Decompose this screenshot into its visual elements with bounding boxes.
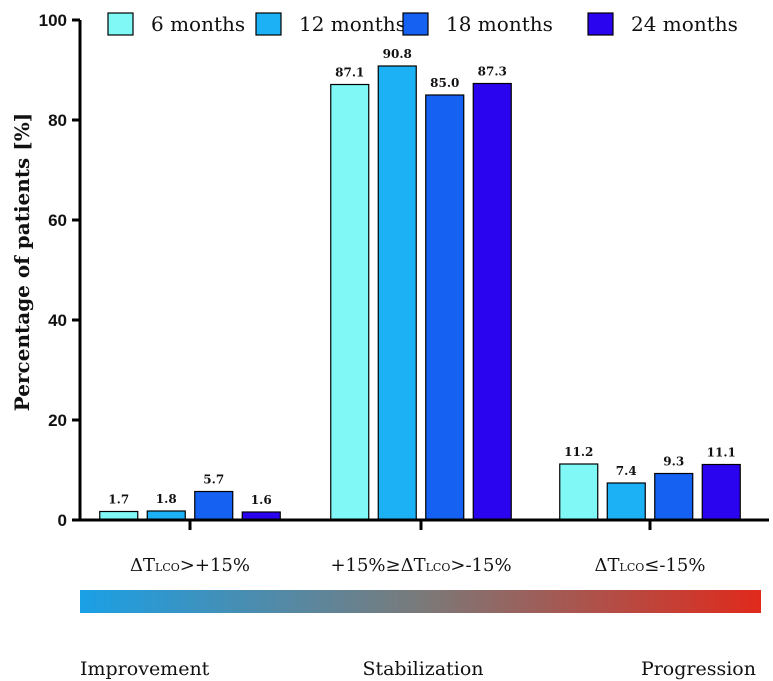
data-label: 11.2	[564, 445, 593, 459]
legend-swatch	[402, 12, 429, 36]
category-labels: ΔTLCO>+15% +15%≥ΔTLCO>-15% ΔTLCO≤-15%	[130, 555, 705, 576]
legend-swatch	[587, 12, 614, 36]
legend-swatch	[107, 12, 134, 36]
category-label-pre: ΔT	[130, 555, 155, 576]
data-label: 85.0	[430, 76, 459, 90]
bar	[472, 82, 512, 521]
data-label: 90.8	[383, 47, 412, 61]
stabilization-label: Stabilization	[362, 658, 483, 680]
y-tick-label: 80	[48, 111, 67, 130]
bar	[377, 65, 417, 521]
bar	[330, 83, 370, 521]
y-tick-label: 40	[48, 311, 67, 330]
bar	[701, 463, 741, 521]
x-axis-ticks	[188, 520, 652, 530]
bars	[99, 65, 741, 521]
bar	[194, 490, 234, 521]
data-label: 87.3	[478, 65, 507, 79]
category-label-pre: +15%≥ΔT	[330, 555, 425, 576]
bar	[606, 482, 646, 521]
category-label-post: >-15%	[450, 555, 511, 576]
data-label: 5.7	[203, 473, 224, 487]
category-label: ΔTLCO>+15%	[130, 555, 250, 576]
legend-swatch	[255, 12, 282, 36]
category-label-pre: ΔT	[595, 555, 620, 576]
data-label: 11.1	[707, 446, 736, 460]
severity-gradient-bar	[80, 590, 761, 613]
legend: 6 months 12 months 18 months 24 months	[107, 12, 738, 36]
bar	[425, 94, 465, 521]
category-label-subscript: LCO	[155, 561, 180, 574]
data-label: 1.6	[251, 493, 272, 507]
improvement-label: Improvement	[80, 658, 210, 680]
legend-label: 24 months	[631, 12, 738, 36]
category-label: +15%≥ΔTLCO>-15%	[330, 555, 511, 576]
category-label-subscript: LCO	[426, 561, 451, 574]
legend-label: 18 months	[446, 12, 553, 36]
category-label: ΔTLCO≤-15%	[595, 555, 706, 576]
data-label: 7.4	[616, 464, 637, 478]
y-tick-label: 0	[58, 511, 67, 530]
data-label: 87.1	[335, 66, 364, 80]
bar	[654, 472, 694, 521]
data-label: 1.8	[156, 492, 177, 506]
legend-label: 12 months	[299, 12, 406, 36]
category-label-post: >+15%	[180, 555, 250, 576]
y-axis-ticks: 0 20 40 60 80 100	[39, 11, 80, 530]
data-label: 9.3	[663, 455, 684, 469]
legend-label: 6 months	[151, 12, 245, 36]
y-axis-label: Percentage of patients [%]	[10, 113, 34, 411]
category-label-subscript: LCO	[620, 561, 645, 574]
data-label: 1.7	[108, 493, 129, 507]
y-tick-label: 20	[48, 411, 67, 430]
category-label-post: ≤-15%	[644, 555, 705, 576]
progression-label: Progression	[641, 658, 756, 680]
data-labels: 1.7 87.1 11.2 1.8 90.8 7.4 5.7 85.0 9.3 1.6 87.3 11…	[108, 47, 736, 507]
y-tick-label: 100	[39, 11, 67, 30]
bar	[559, 463, 599, 521]
y-tick-label: 60	[48, 211, 67, 230]
